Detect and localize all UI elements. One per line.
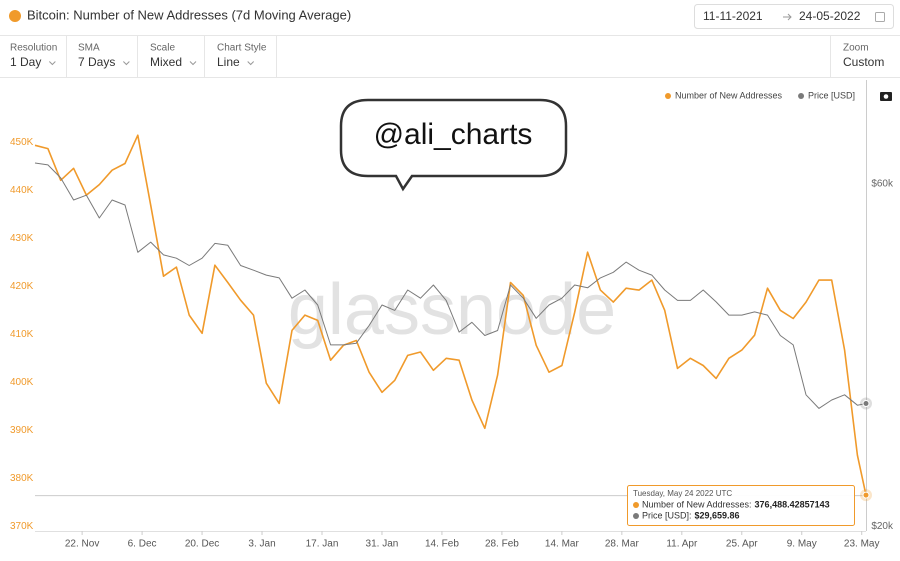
tooltip-date: Tuesday, May 24 2022 UTC — [633, 489, 732, 498]
x-tick-label: 28. Mar — [605, 539, 640, 550]
y-tick-label: 370K — [10, 521, 34, 532]
x-tick-label: 11. Apr — [666, 539, 698, 550]
legend-swatch — [798, 93, 805, 99]
calendar-icon[interactable] — [875, 12, 885, 22]
tooltip-items: Number of New Addresses: 376,488.42857143… — [633, 499, 830, 520]
x-tick-label: 14. Feb — [425, 539, 459, 550]
page-title: Bitcoin: Number of New Addresses (7d Mov… — [27, 7, 351, 22]
y-tick-label: 400K — [10, 377, 34, 388]
control-value[interactable]: Line — [217, 55, 240, 69]
legend-label[interactable]: Number of New Addresses — [675, 90, 783, 100]
x-tick-label: 20. Dec — [185, 539, 219, 550]
tooltip-value: $29,659.86 — [695, 510, 740, 520]
tooltip — [627, 485, 855, 526]
control-value[interactable]: Custom — [843, 55, 884, 69]
y-tick-label: 430K — [10, 233, 34, 244]
speech-bubble — [339, 98, 568, 192]
control-value[interactable]: 7 Days — [78, 55, 115, 69]
legend-swatch — [665, 93, 671, 99]
chevron — [49, 61, 56, 66]
chevron — [247, 61, 255, 66]
tooltip-swatch — [633, 502, 639, 508]
x-tick-label: 9. May — [787, 539, 817, 550]
series-line — [34, 162, 867, 409]
x-tick-label: 22. Nov — [65, 539, 99, 550]
tooltip-name: Number of New Addresses: — [642, 499, 752, 509]
y-tick-label: 440K — [10, 185, 34, 196]
date-arrow — [783, 13, 792, 21]
date-range[interactable] — [694, 4, 894, 29]
date-from[interactable]: 11-11-2021 — [703, 9, 763, 23]
control-value[interactable]: Mixed — [150, 55, 182, 69]
legend: Number of New Addresses Price [USD] — [665, 90, 855, 100]
x-tick-label: 25. Apr — [726, 539, 758, 550]
y-tick-label: 450K — [10, 137, 34, 148]
control-label: Zoom — [843, 43, 869, 54]
control-value[interactable]: 1 Day — [10, 55, 41, 69]
x-tick-label: 3. Jan — [248, 539, 275, 550]
hover-point — [862, 400, 870, 408]
control-label: SMA — [78, 43, 100, 54]
plot: 370K 380K 390K 400K 410K 420K 430K 440K 450K $20k… — [10, 80, 894, 550]
tooltip-value: 376,488.42857143 — [755, 499, 830, 509]
y-tick-label: 380K — [10, 473, 34, 484]
x-tick-label: 31. Jan — [366, 539, 399, 550]
watermark: glassnode — [288, 270, 616, 350]
y-tick-label: 410K — [10, 329, 34, 340]
control-label: Scale — [150, 43, 175, 54]
chevron — [123, 61, 130, 66]
x-tick-label: 17. Jan — [306, 539, 339, 550]
x-tick-label: 28. Feb — [485, 539, 519, 550]
tooltip-name: Price [USD]: — [642, 510, 692, 520]
y2-tick-label: $60k — [871, 179, 894, 190]
y2-tick-label: $20k — [871, 521, 894, 532]
y-tick-label: 390K — [10, 425, 34, 436]
annotation: @ali_charts — [374, 118, 533, 151]
camera-icon[interactable] — [880, 92, 892, 101]
coin-icon — [9, 10, 21, 22]
x-tick-label: 14. Mar — [545, 539, 580, 550]
control-label: Resolution — [10, 43, 57, 54]
control-label: Chart Style — [217, 43, 267, 54]
x-tick-label: 23. May — [844, 539, 880, 550]
chevron — [189, 61, 197, 66]
y-tick-label: 420K — [10, 281, 34, 292]
legend-label[interactable]: Price [USD] — [808, 90, 855, 100]
date-to[interactable]: 24-05-2022 — [799, 9, 861, 23]
hover-point — [862, 491, 870, 499]
x-tick-label: 6. Dec — [128, 539, 157, 550]
series-line — [34, 134, 867, 496]
tooltip-swatch — [633, 513, 639, 519]
